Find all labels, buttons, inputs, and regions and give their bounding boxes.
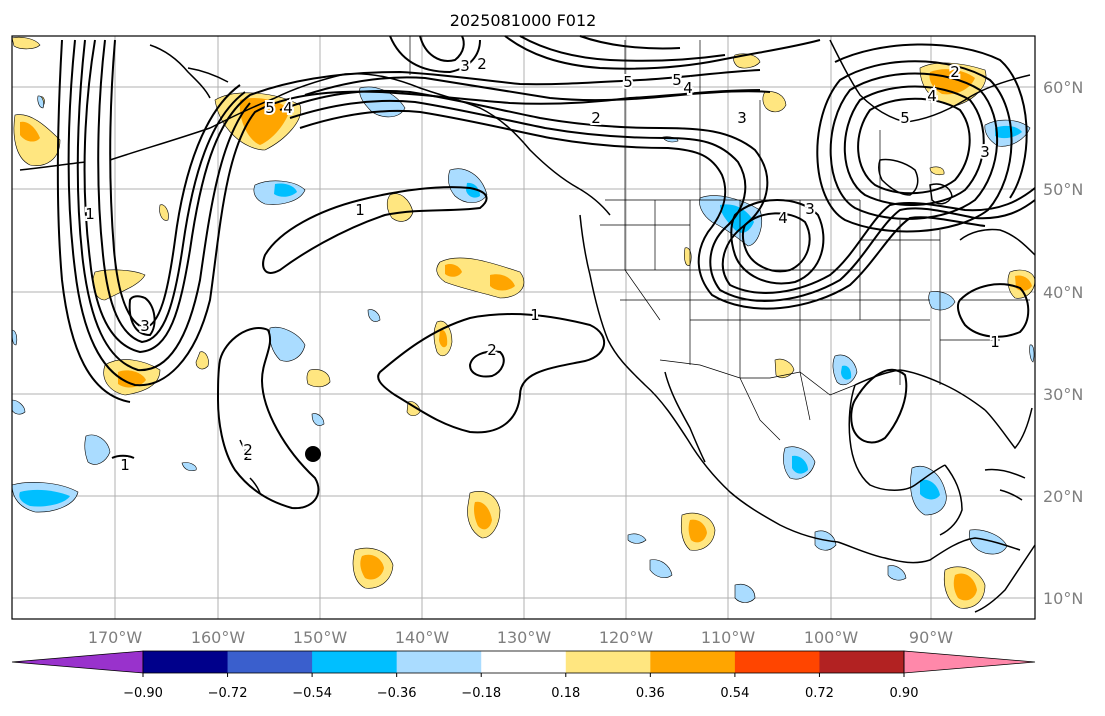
colorbar-extend-min	[11, 650, 144, 674]
longitude-label: 100°W	[804, 628, 859, 647]
colorbar-tick-label: 0.18	[551, 686, 580, 701]
colorbar-segment	[396, 651, 482, 673]
colorbar-segment	[565, 651, 651, 673]
colorbar-outline	[142, 650, 905, 674]
coastlines	[19, 39, 1036, 613]
latitude-label: 30°N	[1043, 385, 1083, 404]
latitude-label: 60°N	[1043, 78, 1083, 97]
contour-lines	[56, 35, 1036, 510]
latitude-labels: 60°N 50°N 40°N 30°N 20°N 10°N	[1043, 78, 1083, 608]
location-marker	[305, 446, 321, 462]
latitude-label: 50°N	[1043, 180, 1083, 199]
contour-label: 5	[623, 73, 633, 91]
contour-label: 1	[990, 333, 1000, 351]
colorbar-tick-label: 0.90	[890, 686, 919, 701]
map-frame	[11, 35, 1036, 620]
colorbar-segment	[143, 651, 229, 673]
contour-label: 1	[120, 456, 130, 474]
contour-label: 2	[243, 446, 253, 464]
contour-label: 2	[487, 341, 497, 359]
colorbar-tick-label: −0.54	[292, 686, 332, 701]
colorbar-segment	[481, 651, 567, 673]
contour-label: 4	[683, 79, 693, 97]
colorbar-segment	[650, 651, 736, 673]
colorbar-segment	[819, 651, 905, 673]
latitude-label: 10°N	[1043, 589, 1083, 608]
longitude-labels: 170°W 160°W 150°W 140°W 130°W 120°W 110°W 100°W…	[88, 628, 953, 647]
contour-label: 2	[477, 55, 487, 73]
contour-label: 5	[672, 71, 682, 89]
colorbar-tick-label: −0.18	[461, 686, 501, 701]
latitude-label: 20°N	[1043, 487, 1083, 506]
contour-label: 3	[980, 143, 990, 161]
colorbar-segment	[312, 651, 398, 673]
contour-label: 1	[85, 205, 95, 223]
longitude-label: 90°W	[909, 628, 953, 647]
map-title: 2025081000 F012	[450, 11, 597, 30]
latitude-label: 40°N	[1043, 283, 1083, 302]
contour-label: 4	[778, 209, 788, 227]
longitude-label: 110°W	[701, 628, 756, 647]
shaded-anomalies	[11, 36, 1036, 609]
contour-label: 2	[950, 63, 960, 81]
colorbar-segment	[227, 651, 313, 673]
longitude-label: 160°W	[191, 628, 246, 647]
colorbar-tick-label: −0.36	[377, 686, 417, 701]
contour-label: 3	[140, 317, 150, 335]
longitude-label: 120°W	[599, 628, 654, 647]
contour-label: 1	[530, 306, 540, 324]
colorbar-tick-label: −0.72	[208, 686, 248, 701]
contour-label: 4	[283, 99, 293, 117]
contour-label: 5	[265, 99, 275, 117]
colorbar-tick-label: 0.54	[720, 686, 749, 701]
longitude-label: 170°W	[88, 628, 143, 647]
colorbar-tick-label: −0.90	[123, 686, 163, 701]
colorbar-segment	[734, 651, 820, 673]
longitude-label: 150°W	[293, 628, 348, 647]
contour-label: 3	[460, 57, 470, 75]
contour-label: 2	[243, 441, 253, 459]
colorbar-extend-max	[903, 650, 1036, 674]
longitude-label: 140°W	[395, 628, 450, 647]
contour-label: 5	[900, 109, 910, 127]
longitude-label: 130°W	[497, 628, 552, 647]
colorbar-tick-label: 0.72	[805, 686, 834, 701]
contour-label: 1	[355, 201, 365, 219]
contour-label: 3	[805, 200, 815, 218]
colorbar: −0.90 −0.72 −0.54 −0.36 −0.18 0.18 0.36 0.54 0.7…	[11, 650, 1036, 701]
contour-label: 4	[927, 87, 937, 105]
contour-label: 3	[737, 109, 747, 127]
contour-label: 2	[591, 109, 601, 127]
colorbar-tick-label: 0.36	[636, 686, 665, 701]
